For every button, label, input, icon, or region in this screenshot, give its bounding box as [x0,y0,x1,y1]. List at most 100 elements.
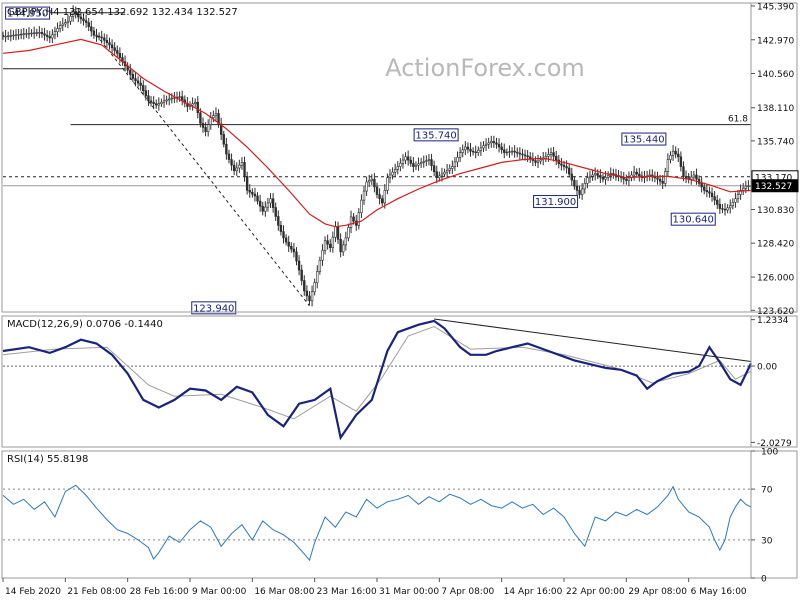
candle-body [726,207,729,211]
candle-body [134,78,137,82]
candle-body [331,236,335,248]
candle-body [451,166,454,169]
candle-body [162,100,166,103]
price-tick-label: 142.970 [757,36,794,46]
candle-body [414,164,418,167]
candle-body [440,173,444,177]
candle-body [583,183,586,190]
candle-body [71,11,75,17]
time-tick-label: 7 Apr 08:00 [441,587,494,597]
candle-body [438,175,441,179]
candle-body [580,188,584,195]
macd-tick-label: 0.00 [757,363,777,373]
candle-body [160,101,163,104]
candle-body [401,159,405,164]
candle-body [716,199,719,205]
macd-line [2,319,752,441]
candle-body [45,34,49,37]
candle-body [656,177,659,180]
price-annotation-box [5,6,51,20]
candle-body [547,154,550,157]
candle-body [430,159,433,166]
candle-body [518,152,522,155]
candle-body [677,153,680,158]
candle-body [562,164,566,167]
macd-tick-label: 1.2334 [757,316,789,326]
candle-body [225,143,228,155]
candle-body [474,151,477,154]
candle-body [464,146,467,151]
candle-body [90,26,93,32]
rsi-title: RSI(14) 55.8198 [7,454,88,465]
time-tick-label: 9 Mar 00:00 [192,587,247,597]
candle-body [529,156,532,159]
candle-body [638,173,641,177]
candle-body [458,152,462,158]
candle-body [425,160,428,162]
price-annotation-box [670,212,716,226]
candle-body [523,154,527,157]
candle-body [271,198,275,208]
candle-body [448,168,451,171]
macd-trendline [434,318,752,363]
candle-body [658,178,662,182]
candle-body [370,178,374,181]
candle-body [567,167,571,175]
price-annotation-box [413,128,459,142]
candle-body [118,53,122,58]
candle-body [139,82,142,86]
candle-body [95,34,98,37]
candle-body [100,36,103,39]
candle-body [466,146,470,150]
candle-body [393,169,397,173]
candle-body [445,170,449,173]
candle-body [269,198,272,204]
candle-body [14,34,18,36]
candle-body [227,153,231,160]
candle-body [690,176,693,180]
candle-body [113,47,116,51]
candle-body [240,162,244,166]
candle-body [666,159,670,172]
candle-body [142,85,145,91]
candle-body [69,15,72,22]
candle-body [147,95,150,102]
time-tick-label: 21 Feb 08:00 [67,587,126,597]
macd-signal-line [2,325,752,420]
candle-body [12,34,15,37]
candle-body [329,243,332,248]
candle-body [35,32,38,34]
candle-body [251,191,254,195]
candle-body [365,181,368,192]
candle-body [552,152,555,157]
candle-body [129,69,132,75]
candle-body [248,190,251,193]
candle-body [266,202,270,208]
candle-body [378,194,381,200]
candle-body [258,200,262,207]
candle-body [560,163,563,166]
candle-body [243,162,246,177]
candle-body [349,216,353,228]
candle-body [534,160,537,163]
candle-body [692,174,696,178]
candle-body [536,160,540,163]
candle-body [209,117,212,125]
candle-body [77,13,80,18]
candle-body [144,90,148,97]
macd-title: MACD(12,26,9) 0.0706 -0.1440 [7,319,163,330]
time-tick-label: 14 Apr 16:00 [504,587,563,597]
candle-body [131,74,135,79]
candle-body [508,151,511,153]
candle-body [443,171,446,175]
candle-body [477,149,480,153]
candle-body [635,171,638,175]
candle-body [661,180,664,184]
candle-body [682,166,685,177]
candle-body [201,122,205,128]
candle-body [22,33,25,35]
candle-body [318,259,322,272]
candle-body [526,155,529,158]
price-title: GBPJPY,H4 132.654 132.692 132.434 132.52… [7,7,238,18]
candle-body [703,186,706,191]
